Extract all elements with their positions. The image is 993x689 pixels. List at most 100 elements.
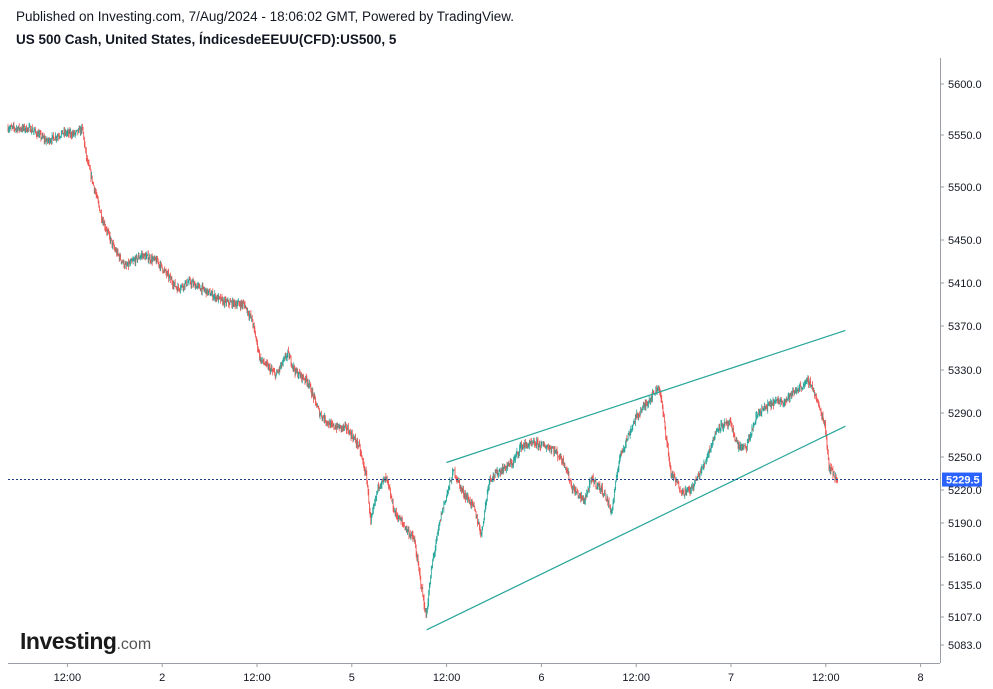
price-tick-label: 5160.0 (948, 552, 982, 564)
candle-body (750, 434, 751, 439)
candle-body (575, 489, 576, 494)
candle-body (311, 390, 313, 395)
candle-body (793, 392, 795, 394)
candle-body (246, 307, 247, 308)
candle-body (114, 248, 115, 250)
candle-body (675, 479, 676, 482)
candle-body (286, 354, 288, 358)
candle-body (639, 413, 640, 415)
candle-body (130, 260, 132, 262)
candle-body (62, 130, 63, 135)
candle-body (248, 314, 250, 317)
candle-body (176, 288, 178, 292)
trendline-lower[interactable] (426, 425, 846, 631)
candle-body (453, 469, 454, 471)
candle-body (711, 444, 713, 445)
candle-body (734, 435, 736, 440)
candle-body (263, 362, 265, 364)
candle-body (691, 485, 692, 491)
candle-body (275, 372, 276, 378)
candle-body (34, 130, 35, 132)
candle-body (763, 407, 765, 409)
candle-body (575, 489, 577, 493)
candle-body (131, 260, 133, 261)
candle-body (542, 442, 543, 444)
candle-body (479, 527, 481, 533)
candle-body (386, 477, 387, 479)
candle-body (566, 470, 568, 471)
candle-body (506, 466, 508, 468)
candle-body (820, 409, 821, 411)
last-price-tag: 5229.5 (942, 472, 982, 487)
trendline-upper[interactable] (446, 329, 846, 464)
candle-body (684, 494, 686, 496)
candle-body (120, 259, 122, 262)
candle-body (156, 258, 158, 263)
candle-body (18, 125, 20, 130)
candle-body (562, 460, 563, 463)
candle-body (9, 128, 10, 130)
candle-body (555, 451, 556, 453)
candle-body (695, 479, 696, 481)
candle-body (609, 505, 610, 507)
candle-body (671, 474, 672, 477)
candle-body (145, 255, 146, 259)
candle-body (33, 130, 34, 132)
candle-body (435, 547, 436, 553)
candle-body (444, 502, 445, 505)
candle-body (563, 458, 564, 465)
candle-body (809, 379, 811, 384)
candle-body (592, 475, 593, 478)
candle-body (541, 443, 542, 448)
candle-body (607, 497, 608, 505)
candle-body (565, 467, 566, 469)
candle-body (662, 407, 664, 414)
candle-body (525, 443, 526, 445)
candle-body (16, 127, 17, 129)
candle-body (78, 128, 80, 130)
candle-body (792, 391, 793, 395)
candle-body (728, 423, 730, 426)
candle-body (211, 294, 212, 296)
candle-body (580, 494, 581, 499)
candle-body (710, 449, 711, 451)
candle-body (775, 400, 776, 402)
candle-body (422, 587, 423, 596)
candle-body (542, 442, 544, 446)
candle-body (40, 133, 41, 134)
candle-body (615, 481, 616, 490)
candle-body (61, 130, 63, 133)
candle-body (722, 427, 724, 429)
candle-body (665, 428, 666, 437)
candle-body (834, 477, 836, 479)
candle-body (157, 261, 159, 263)
candle-body (823, 418, 824, 423)
candle-body (656, 387, 657, 392)
candle-body (298, 372, 300, 376)
candle-body (723, 427, 724, 429)
candle-body (677, 481, 679, 484)
candle-body (556, 450, 558, 453)
candle-body (715, 433, 716, 435)
candle-body (571, 488, 573, 491)
candle-body (548, 448, 550, 451)
candle-body (136, 256, 137, 257)
candle-body (398, 516, 400, 519)
candle-body (635, 416, 636, 423)
candle-body (258, 350, 260, 352)
candle-body (159, 264, 160, 266)
candle-body (828, 458, 830, 469)
candle-body (783, 401, 785, 404)
candle-body (681, 492, 683, 494)
candle-body (640, 410, 641, 416)
candle-body (120, 255, 121, 260)
candle-body (772, 400, 774, 404)
candle-body (95, 190, 96, 194)
candle-body (664, 421, 666, 429)
time-tick-label: 12:00 (243, 672, 271, 684)
price-tick-label: 5500.0 (948, 182, 982, 194)
candle-body (210, 295, 212, 297)
candle-body (812, 385, 813, 390)
candle-body (123, 260, 125, 267)
